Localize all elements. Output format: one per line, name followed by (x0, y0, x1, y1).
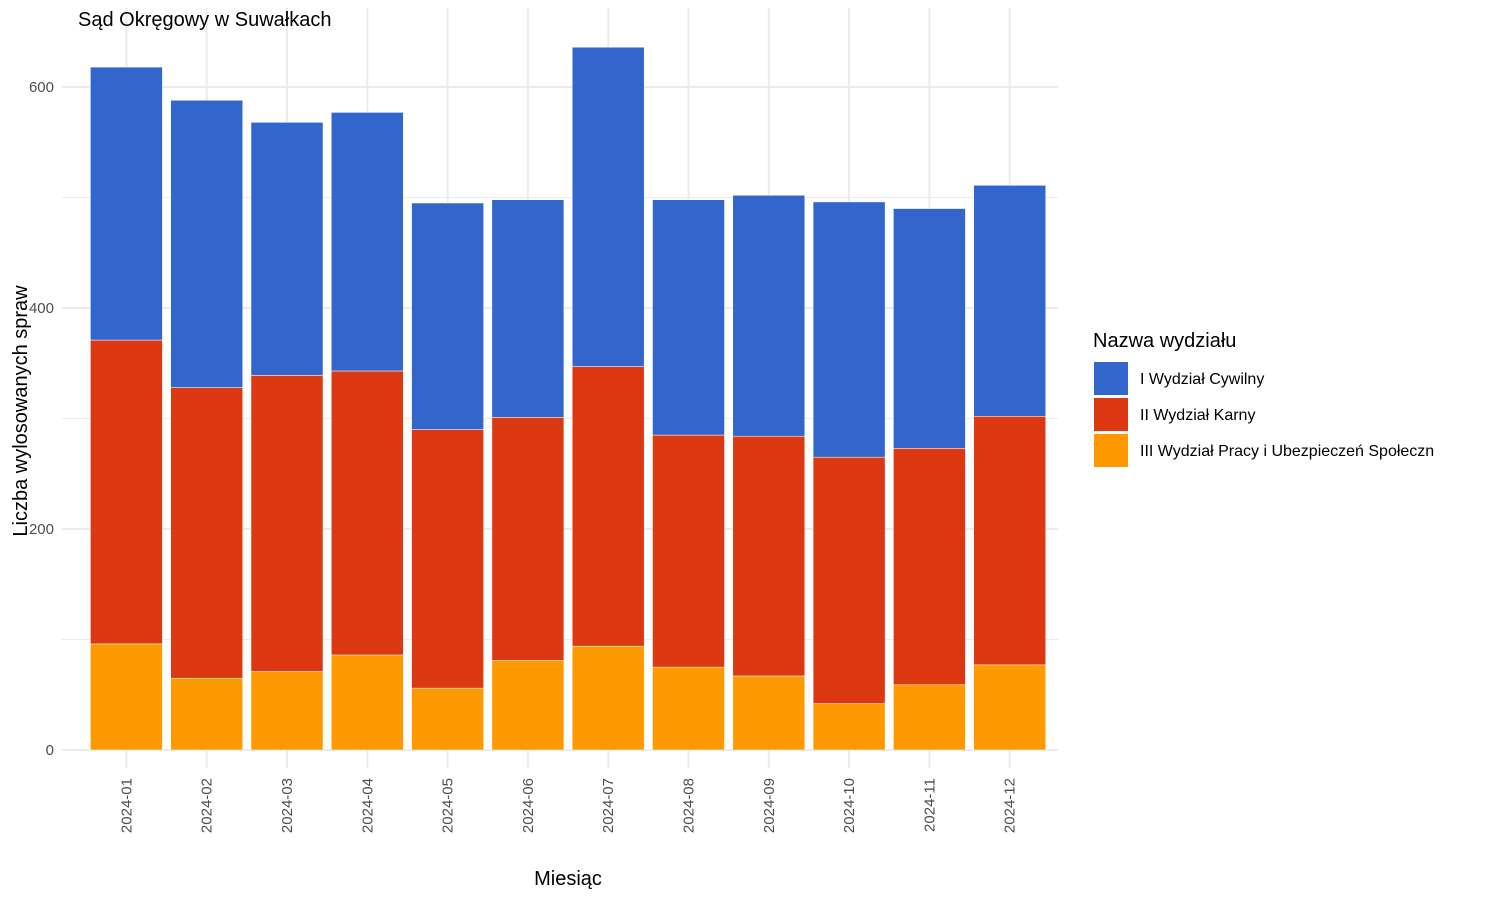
bar-segment-2024-01-series-1 (90, 339, 163, 645)
bar-segment-2024-07-series-0 (571, 645, 645, 751)
y-tick-label: 400 (29, 300, 54, 317)
legend-label-0: I Wydział Cywilny (1140, 371, 1264, 388)
x-tick-label-2024-09: 2024-09 (761, 778, 778, 833)
legend-title: Nazwa wydziału (1093, 330, 1236, 352)
legend-swatch-2 (1094, 434, 1128, 467)
bar-segment-2024-02-series-1 (170, 387, 243, 679)
bar-segment-2024-01-series-0 (90, 643, 163, 751)
x-tick-label-2024-12: 2024-12 (1002, 778, 1019, 833)
x-tick-label-2024-08: 2024-08 (681, 778, 698, 833)
bar-segment-2024-02-series-2 (170, 100, 243, 388)
x-tick-label-2024-05: 2024-05 (440, 778, 457, 833)
y-axis-ticks: 0 200 400 600 (29, 79, 54, 759)
bar-segment-2024-12-series-2 (973, 185, 1046, 417)
bar-segment-2024-10-series-2 (812, 201, 886, 458)
x-tick-label-2024-01: 2024-01 (118, 778, 135, 833)
bars-layer (90, 46, 1046, 751)
bar-segment-2024-05-series-1 (411, 429, 484, 689)
bar-segment-2024-10-series-0 (812, 703, 886, 751)
bar-segment-2024-11-series-1 (893, 448, 966, 686)
bar-segment-2024-12-series-0 (973, 664, 1046, 751)
y-axis-title: Liczba wylosowanych spraw (10, 285, 32, 537)
x-tick-label-2024-11: 2024-11 (921, 778, 938, 832)
bar-segment-2024-04-series-0 (331, 654, 404, 751)
x-axis-title: Miesiąc (534, 868, 602, 890)
bar-segment-2024-03-series-1 (250, 375, 324, 672)
bar-segment-2024-10-series-1 (812, 456, 886, 704)
legend: Nazwa wydziału I Wydział Cywilny II Wydzi… (1093, 330, 1434, 467)
bar-segment-2024-11-series-2 (893, 208, 966, 449)
legend-items: I Wydział Cywilny II Wydział Karny III Wyd… (1094, 362, 1434, 467)
x-tick-label-2024-02: 2024-02 (199, 778, 216, 833)
bar-segment-2024-09-series-0 (732, 675, 806, 751)
legend-swatch-1 (1094, 398, 1128, 431)
bar-segment-2024-07-series-1 (571, 366, 645, 647)
bar-segment-2024-05-series-2 (411, 202, 484, 430)
y-tick-label: 600 (29, 79, 54, 96)
bar-segment-2024-06-series-0 (491, 660, 565, 751)
bar-segment-2024-08-series-0 (652, 666, 725, 751)
bar-segment-2024-08-series-1 (652, 434, 725, 668)
bar-segment-2024-11-series-0 (893, 684, 966, 751)
bar-segment-2024-03-series-2 (250, 122, 324, 376)
chart-title: Sąd Okręgowy w Suwałkach (78, 9, 331, 31)
bar-segment-2024-04-series-1 (331, 370, 404, 656)
x-tick-label-2024-03: 2024-03 (279, 778, 296, 833)
y-tick-label: 0 (46, 742, 54, 759)
bar-segment-2024-08-series-2 (652, 199, 725, 436)
bar-segment-2024-04-series-2 (331, 112, 404, 372)
legend-label-1: II Wydział Karny (1140, 407, 1255, 424)
bar-segment-2024-06-series-1 (491, 417, 565, 661)
bar-segment-2024-06-series-2 (491, 199, 565, 418)
x-tick-label-2024-10: 2024-10 (841, 778, 858, 833)
legend-label-2: III Wydział Pracy i Ubezpieczeń Społeczn (1140, 443, 1434, 460)
bar-segment-2024-05-series-0 (411, 687, 484, 751)
bar-segment-2024-03-series-0 (250, 671, 324, 751)
bar-segment-2024-02-series-0 (170, 677, 243, 751)
x-tick-label-2024-04: 2024-04 (359, 778, 376, 833)
bar-segment-2024-09-series-1 (732, 435, 806, 677)
x-tick-label-2024-06: 2024-06 (520, 778, 537, 833)
legend-swatch-0 (1094, 362, 1128, 395)
x-tick-label-2024-07: 2024-07 (600, 778, 617, 833)
bar-segment-2024-09-series-2 (732, 195, 806, 437)
bar-segment-2024-01-series-2 (90, 66, 163, 341)
bar-segment-2024-07-series-2 (571, 46, 645, 367)
bar-segment-2024-12-series-1 (973, 416, 1046, 666)
x-axis-ticks: 2024-01 2024-02 2024-03 2024-04 2024-05 2024-… (118, 778, 1019, 833)
y-tick-label: 200 (29, 521, 54, 538)
